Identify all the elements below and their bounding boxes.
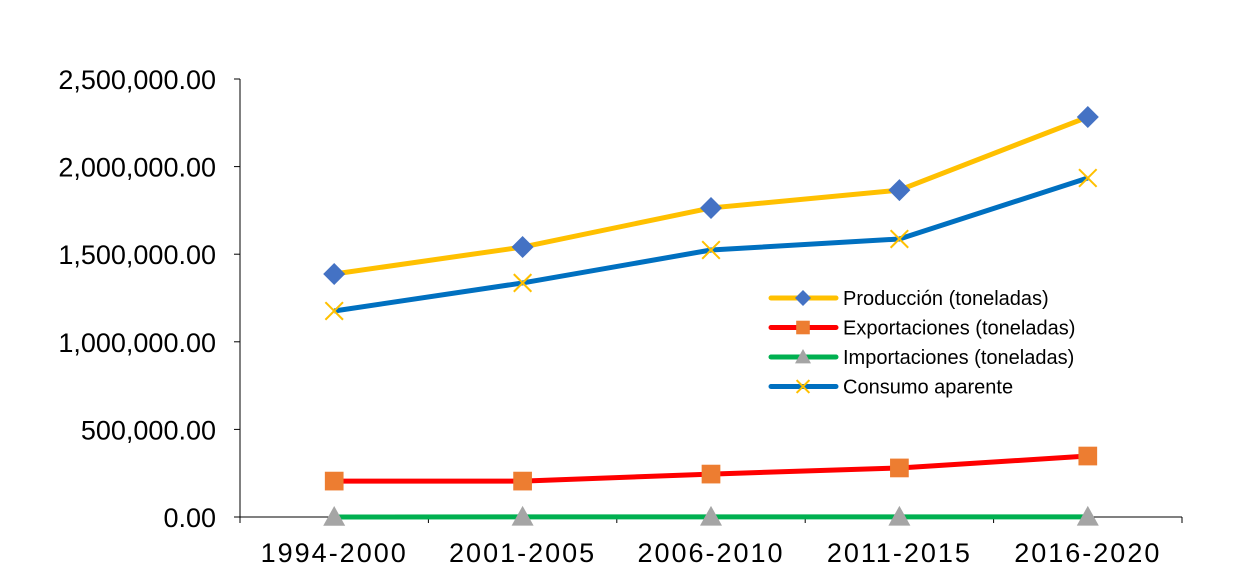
diamond-marker — [700, 196, 722, 219]
series-0 — [323, 106, 1099, 285]
legend-label: Exportaciones (toneladas) — [843, 318, 1075, 340]
x-marker — [701, 240, 721, 260]
diamond-marker — [511, 236, 534, 259]
x-marker — [1078, 168, 1098, 188]
x-marker — [324, 301, 344, 321]
square-marker — [513, 471, 532, 491]
x-marker — [795, 379, 811, 394]
x-tick-label: 1994-2000 — [261, 538, 408, 568]
y-tick-label: 1,000,000.00 — [58, 328, 216, 358]
x-marker — [513, 273, 533, 293]
diamond-marker — [323, 262, 346, 285]
square-marker — [1078, 446, 1098, 466]
triangle-marker — [511, 505, 534, 526]
x-tick-label: 2016-2020 — [1014, 538, 1161, 568]
triangle-marker — [888, 505, 911, 526]
legend-label: Producción (toneladas) — [843, 288, 1049, 310]
legend: Producción (toneladas) Exportaciones (ton… — [768, 288, 1075, 399]
diamond-marker — [1076, 106, 1099, 129]
square-marker — [324, 471, 344, 491]
diamond-marker — [795, 290, 811, 306]
y-tick-label: 500,000.00 — [81, 415, 216, 445]
y-tick-label: 0.00 — [163, 503, 216, 533]
x-tick-label: 2001-2005 — [449, 538, 596, 568]
legend-label: Consumo aparente — [843, 377, 1013, 399]
y-tick-label: 1,500,000.00 — [58, 240, 216, 270]
series-1 — [324, 446, 1098, 491]
y-tick-label: 2,500,000.00 — [58, 65, 216, 95]
triangle-marker — [323, 506, 346, 526]
x-marker — [889, 229, 909, 249]
square-marker — [701, 464, 721, 484]
square-marker — [796, 320, 810, 335]
legend-label: Importaciones (toneladas) — [843, 347, 1074, 369]
x-tick-label: 2006-2010 — [637, 538, 784, 568]
square-marker — [890, 458, 909, 478]
y-tick-label: 2,000,000.00 — [58, 153, 216, 183]
x-tick-label: 2011-2015 — [827, 538, 972, 568]
series-2 — [323, 505, 1099, 526]
diamond-marker — [888, 179, 911, 202]
triangle-marker — [795, 349, 811, 364]
series-3 — [324, 168, 1098, 321]
triangle-marker — [1076, 505, 1099, 526]
triangle-marker — [700, 505, 722, 526]
